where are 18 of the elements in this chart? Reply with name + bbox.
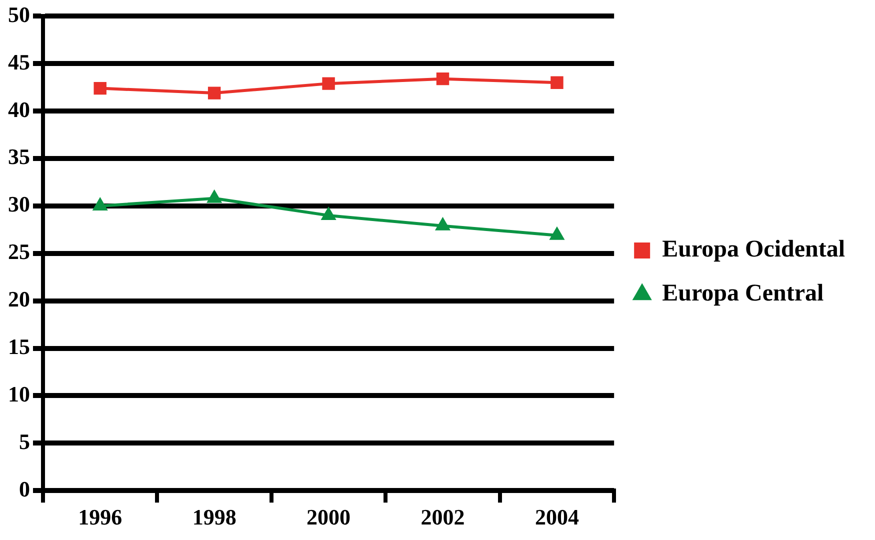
x-tick-label: 1998 [192, 504, 236, 530]
y-tick-label: 0 [19, 476, 30, 502]
y-tick-label: 50 [8, 2, 30, 27]
x-tick-label: 1996 [78, 504, 122, 530]
x-tick-label: 2004 [534, 504, 579, 530]
legend-label: Europa Ocidental [662, 236, 846, 263]
y-tick-label: 20 [8, 286, 30, 312]
legend-label: Europa Central [662, 280, 824, 307]
y-tick-label: 5 [19, 428, 30, 454]
y-tick-label: 45 [8, 49, 30, 74]
x-tick-label: 2000 [306, 504, 351, 530]
y-tick-label: 15 [8, 334, 30, 359]
y-tick-label: 40 [8, 96, 30, 122]
y-tick-label: 30 [8, 192, 30, 217]
x-tick-label: 2002 [420, 504, 465, 530]
y-tick-label: 35 [8, 144, 30, 170]
y-tick-label: 10 [8, 381, 30, 406]
y-tick-label: 25 [8, 239, 30, 264]
